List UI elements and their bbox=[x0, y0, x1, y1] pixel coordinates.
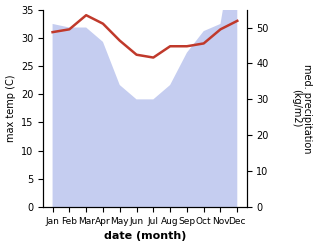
X-axis label: date (month): date (month) bbox=[104, 231, 186, 242]
Y-axis label: med. precipitation
(kg/m2): med. precipitation (kg/m2) bbox=[291, 64, 313, 153]
Y-axis label: max temp (C): max temp (C) bbox=[5, 75, 16, 142]
